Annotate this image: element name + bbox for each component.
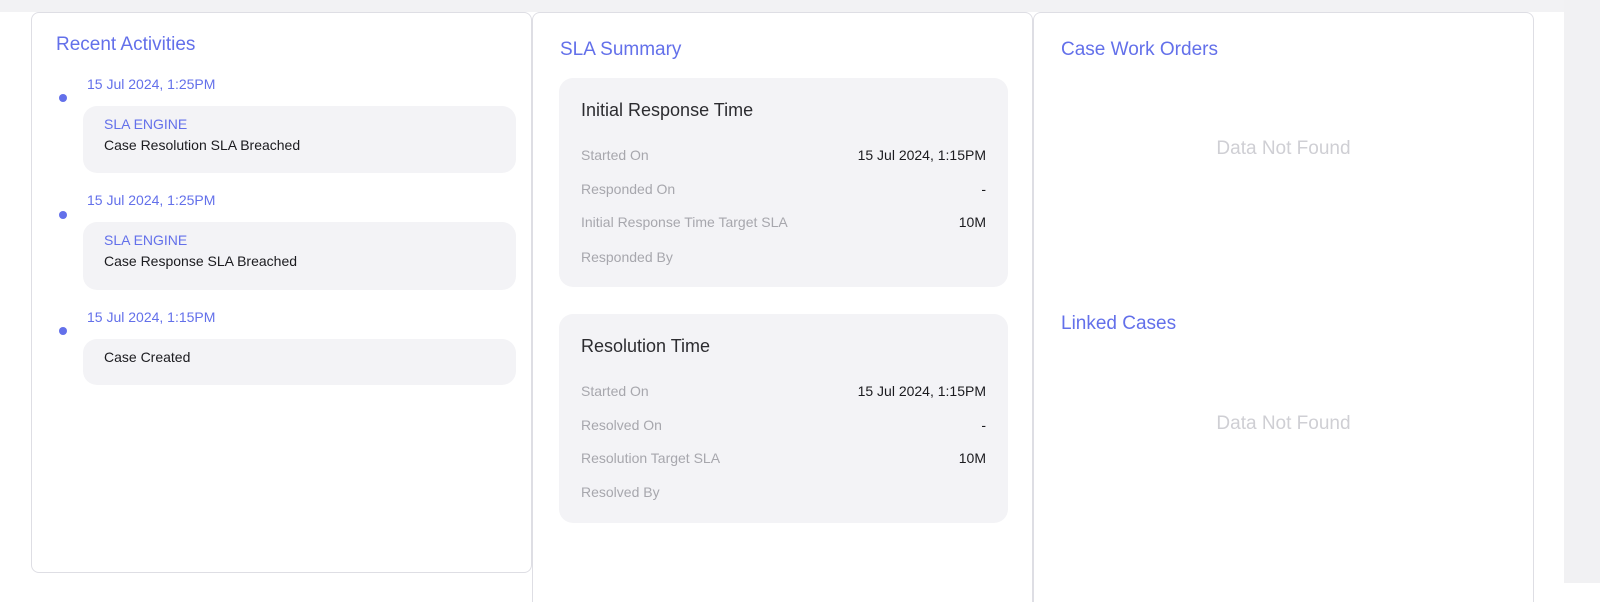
- activity-timestamp: 15 Jul 2024, 1:25PM: [87, 76, 216, 92]
- sla-row-value: 15 Jul 2024, 1:15PM: [857, 383, 986, 399]
- activity-timestamp: 15 Jul 2024, 1:15PM: [87, 309, 216, 325]
- empty-state-text: Data Not Found: [1216, 138, 1351, 159]
- sla-row: Resolved By: [581, 484, 986, 504]
- sla-summary-panel: SLA Summary Initial Response Time Starte…: [532, 12, 1033, 602]
- sla-row-label: Resolved By: [581, 484, 660, 500]
- activity-source: SLA ENGINE: [104, 232, 188, 248]
- activity-message: Case Response SLA Breached: [104, 253, 298, 269]
- sla-card-heading: Initial Response Time: [581, 100, 754, 120]
- linked-cases-title: Linked Cases: [1061, 313, 1177, 334]
- sla-row-value: -: [981, 181, 986, 197]
- case-work-orders-panel: Case Work Orders Data Not Found Linked C…: [1033, 12, 1534, 602]
- sla-row: Responded By: [581, 249, 986, 269]
- sla-row-label: Started On: [581, 147, 649, 163]
- sla-row-label: Initial Response Time Target SLA: [581, 214, 788, 230]
- sla-row: Resolution Target SLA 10M: [581, 450, 986, 470]
- sla-row-label: Resolved On: [581, 417, 662, 433]
- top-bar: [0, 0, 1564, 12]
- sla-row: Resolved On -: [581, 417, 986, 437]
- sla-row: Started On 15 Jul 2024, 1:15PM: [581, 383, 986, 403]
- activity-message: Case Resolution SLA Breached: [104, 137, 301, 153]
- empty-state-text: Data Not Found: [1216, 413, 1351, 434]
- scrollbar-track[interactable]: [1564, 0, 1600, 583]
- recent-activities-panel: Recent Activities 15 Jul 2024, 1:25PM SL…: [31, 12, 532, 573]
- activity-card[interactable]: Case Created: [83, 339, 516, 385]
- sla-row: Initial Response Time Target SLA 10M: [581, 214, 986, 234]
- sla-row-value: 15 Jul 2024, 1:15PM: [857, 147, 986, 163]
- activity-timestamp: 15 Jul 2024, 1:25PM: [87, 192, 216, 208]
- sla-row-value: 10M: [958, 214, 986, 230]
- sla-row-label: Started On: [581, 383, 649, 399]
- activity-card[interactable]: SLA ENGINE Case Resolution SLA Breached: [83, 106, 516, 173]
- sla-row: Responded On -: [581, 181, 986, 201]
- sla-row: Started On 15 Jul 2024, 1:15PM: [581, 147, 986, 167]
- sla-row-value: -: [981, 417, 986, 433]
- sla-card-heading: Resolution Time: [581, 336, 711, 356]
- resolution-time-card: Resolution Time Started On 15 Jul 2024, …: [559, 314, 1008, 523]
- timeline-dot-icon: [59, 211, 67, 219]
- activity-card[interactable]: SLA ENGINE Case Response SLA Breached: [83, 222, 516, 290]
- timeline-dot-icon: [59, 327, 67, 335]
- sla-row-label: Responded On: [581, 181, 676, 197]
- timeline-dot-icon: [59, 94, 67, 102]
- panel-title: Recent Activities: [56, 34, 196, 55]
- sla-row-label: Resolution Target SLA: [581, 450, 721, 466]
- panel-title: SLA Summary: [560, 39, 682, 60]
- activity-source: SLA ENGINE: [104, 116, 188, 132]
- activity-message: Case Created: [104, 349, 191, 365]
- sla-row-label: Responded By: [581, 249, 673, 265]
- initial-response-card: Initial Response Time Started On 15 Jul …: [559, 78, 1008, 287]
- sla-row-value: 10M: [958, 450, 986, 466]
- panel-title: Case Work Orders: [1061, 39, 1218, 60]
